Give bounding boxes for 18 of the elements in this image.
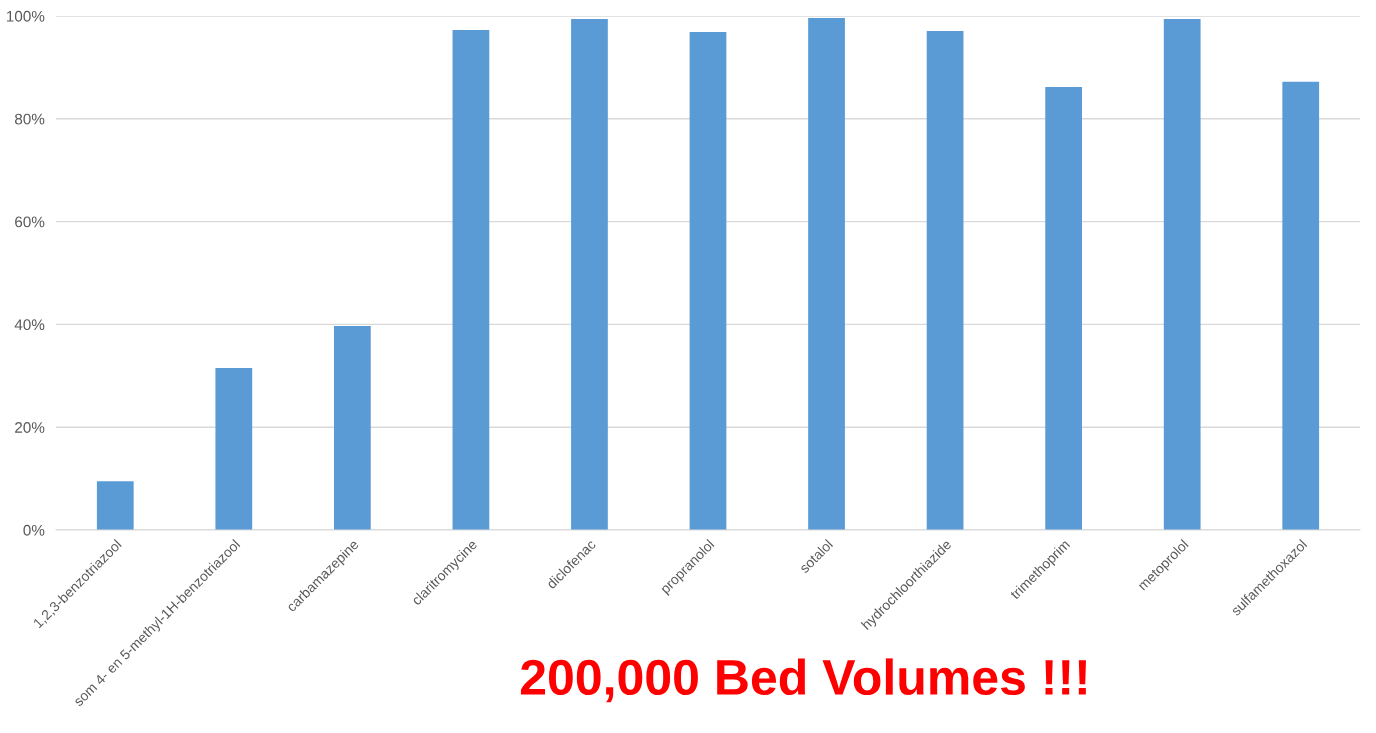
bar [571, 19, 608, 530]
bar [452, 29, 490, 530]
y-tick-label: 60% [15, 216, 45, 228]
y-tick-label: 100% [6, 10, 45, 22]
bar [333, 325, 371, 530]
bar [689, 31, 727, 530]
text: 200,000 Bed Volumes !!! [520, 658, 1086, 703]
y-tick-label: 80% [14, 113, 45, 125]
bar [808, 18, 845, 530]
bar [1163, 19, 1201, 530]
bar [926, 30, 964, 530]
bar [215, 368, 253, 530]
y-tick-label: 0% [23, 524, 45, 536]
y-tick-label: 40% [14, 319, 45, 331]
bar [96, 481, 134, 530]
bar [1282, 81, 1320, 530]
y-tick-label: 20% [15, 422, 45, 433]
bar [1045, 86, 1083, 530]
